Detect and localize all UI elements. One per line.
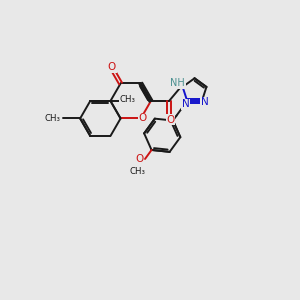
Text: NH: NH <box>170 79 185 88</box>
Text: N: N <box>201 98 209 107</box>
Text: CH₃: CH₃ <box>129 167 145 176</box>
Text: O: O <box>167 115 175 124</box>
Text: O: O <box>135 154 143 164</box>
Text: CH₃: CH₃ <box>44 114 60 123</box>
Text: O: O <box>108 62 116 72</box>
Text: N: N <box>182 100 190 110</box>
Text: O: O <box>138 113 146 124</box>
Text: CH₃: CH₃ <box>120 95 136 104</box>
